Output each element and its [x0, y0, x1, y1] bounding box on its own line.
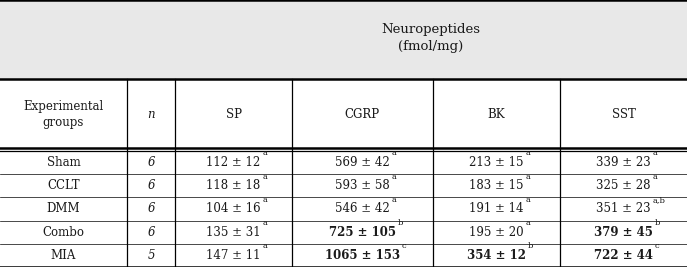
Text: 339 ± 23: 339 ± 23	[596, 156, 651, 169]
Text: a: a	[526, 149, 530, 157]
Text: 135 ± 31: 135 ± 31	[206, 226, 261, 239]
Text: a: a	[263, 196, 268, 204]
Text: 379 ± 45: 379 ± 45	[594, 226, 653, 239]
Text: Experimental
groups: Experimental groups	[23, 100, 104, 129]
Text: 569 ± 42: 569 ± 42	[335, 156, 390, 169]
Text: 6: 6	[148, 202, 155, 215]
Text: c: c	[402, 242, 407, 250]
Text: 195 ± 20: 195 ± 20	[469, 226, 523, 239]
Text: 546 ± 42: 546 ± 42	[335, 202, 390, 215]
Text: n: n	[147, 108, 155, 121]
Text: SP: SP	[225, 108, 242, 121]
Text: 147 ± 11: 147 ± 11	[206, 249, 261, 262]
Text: 593 ± 58: 593 ± 58	[335, 179, 390, 192]
Text: Sham: Sham	[47, 156, 80, 169]
Text: 213 ± 15: 213 ± 15	[469, 156, 523, 169]
Text: 351 ± 23: 351 ± 23	[596, 202, 651, 215]
Text: a: a	[263, 219, 268, 227]
Text: 118 ± 18: 118 ± 18	[207, 179, 260, 192]
Text: 1065 ± 153: 1065 ± 153	[325, 249, 400, 262]
Text: CGRP: CGRP	[345, 108, 380, 121]
Text: a: a	[392, 196, 396, 204]
Text: Neuropeptides
(fmol/mg): Neuropeptides (fmol/mg)	[381, 23, 481, 53]
Text: 191 ± 14: 191 ± 14	[469, 202, 523, 215]
Text: a: a	[526, 219, 530, 227]
Text: MIA: MIA	[51, 249, 76, 262]
Text: a: a	[392, 172, 396, 180]
Text: a: a	[392, 149, 396, 157]
Text: b: b	[655, 219, 660, 227]
Text: a: a	[653, 172, 657, 180]
Text: 354 ± 12: 354 ± 12	[467, 249, 526, 262]
Text: b: b	[528, 242, 533, 250]
Text: DMM: DMM	[47, 202, 80, 215]
Text: 112 ± 12: 112 ± 12	[207, 156, 260, 169]
Text: 104 ± 16: 104 ± 16	[206, 202, 261, 215]
Text: 6: 6	[148, 226, 155, 239]
Text: a: a	[653, 149, 657, 157]
Text: SST: SST	[611, 108, 635, 121]
Text: a,b: a,b	[653, 196, 666, 204]
Text: 5: 5	[148, 249, 155, 262]
Text: 722 ± 44: 722 ± 44	[594, 249, 653, 262]
Text: a: a	[262, 149, 268, 157]
Text: a: a	[262, 172, 268, 180]
Text: BK: BK	[488, 108, 505, 121]
Text: 6: 6	[148, 179, 155, 192]
Text: 725 ± 105: 725 ± 105	[329, 226, 396, 239]
Text: c: c	[655, 242, 660, 250]
Text: Combo: Combo	[43, 226, 85, 239]
Text: CCLT: CCLT	[47, 179, 80, 192]
Text: 183 ± 15: 183 ± 15	[469, 179, 523, 192]
Text: a: a	[526, 172, 530, 180]
Text: a: a	[526, 196, 530, 204]
Bar	[0, 0, 687, 79]
Text: 325 ± 28: 325 ± 28	[596, 179, 651, 192]
Text: 6: 6	[148, 156, 155, 169]
Text: b: b	[398, 219, 403, 227]
Text: a: a	[263, 242, 268, 250]
